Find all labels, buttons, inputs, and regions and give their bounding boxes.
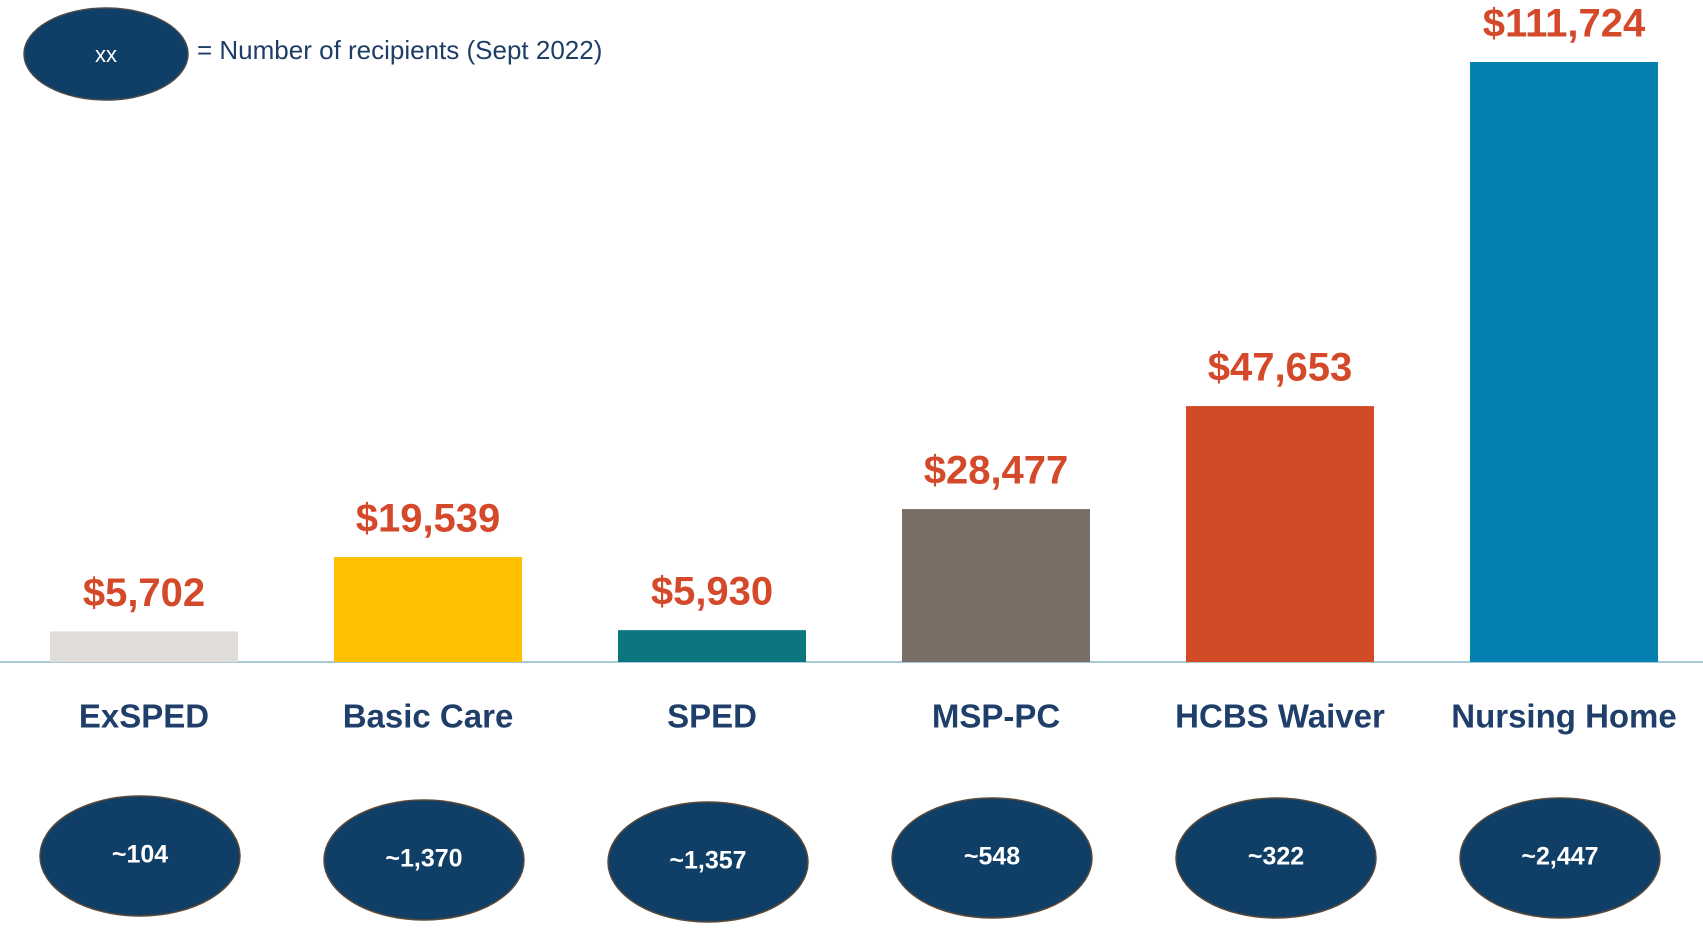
- bar: [1186, 406, 1374, 662]
- category-label: MSP-PC: [932, 698, 1060, 735]
- legend-symbol-label: xx: [95, 42, 117, 67]
- recipient-badge: [1459, 797, 1661, 919]
- category-label: Nursing Home: [1451, 698, 1677, 735]
- recipient-badge: [1175, 797, 1377, 919]
- value-label: $5,702: [83, 571, 205, 615]
- recipient-badge: [891, 797, 1093, 919]
- bar: [902, 509, 1090, 662]
- recipient-label: ~548: [964, 843, 1020, 871]
- recipient-badge: [39, 795, 241, 917]
- bar: [50, 631, 238, 662]
- category-label: ExSPED: [79, 698, 209, 735]
- bar: [1470, 62, 1658, 662]
- bar: [618, 630, 806, 662]
- category-label: SPED: [667, 698, 757, 735]
- value-label: $47,653: [1208, 346, 1353, 390]
- category-label: Basic Care: [343, 698, 514, 735]
- value-label: $28,477: [924, 449, 1069, 493]
- recipient-badge: [323, 799, 525, 921]
- value-label: $19,539: [356, 497, 501, 541]
- recipient-label: ~104: [112, 841, 168, 869]
- recipient-label: ~1,357: [669, 847, 746, 875]
- recipient-label: ~322: [1248, 843, 1304, 871]
- category-label: HCBS Waiver: [1175, 698, 1385, 735]
- value-label: $111,724: [1483, 2, 1646, 46]
- bar: [334, 557, 522, 662]
- value-label: $5,930: [651, 570, 773, 614]
- recipient-label: ~1,370: [385, 845, 462, 873]
- legend-text: = Number of recipients (Sept 2022): [197, 35, 602, 65]
- recipient-label: ~2,447: [1521, 843, 1598, 871]
- legend-symbol: [23, 7, 189, 101]
- recipient-badge: [607, 801, 809, 923]
